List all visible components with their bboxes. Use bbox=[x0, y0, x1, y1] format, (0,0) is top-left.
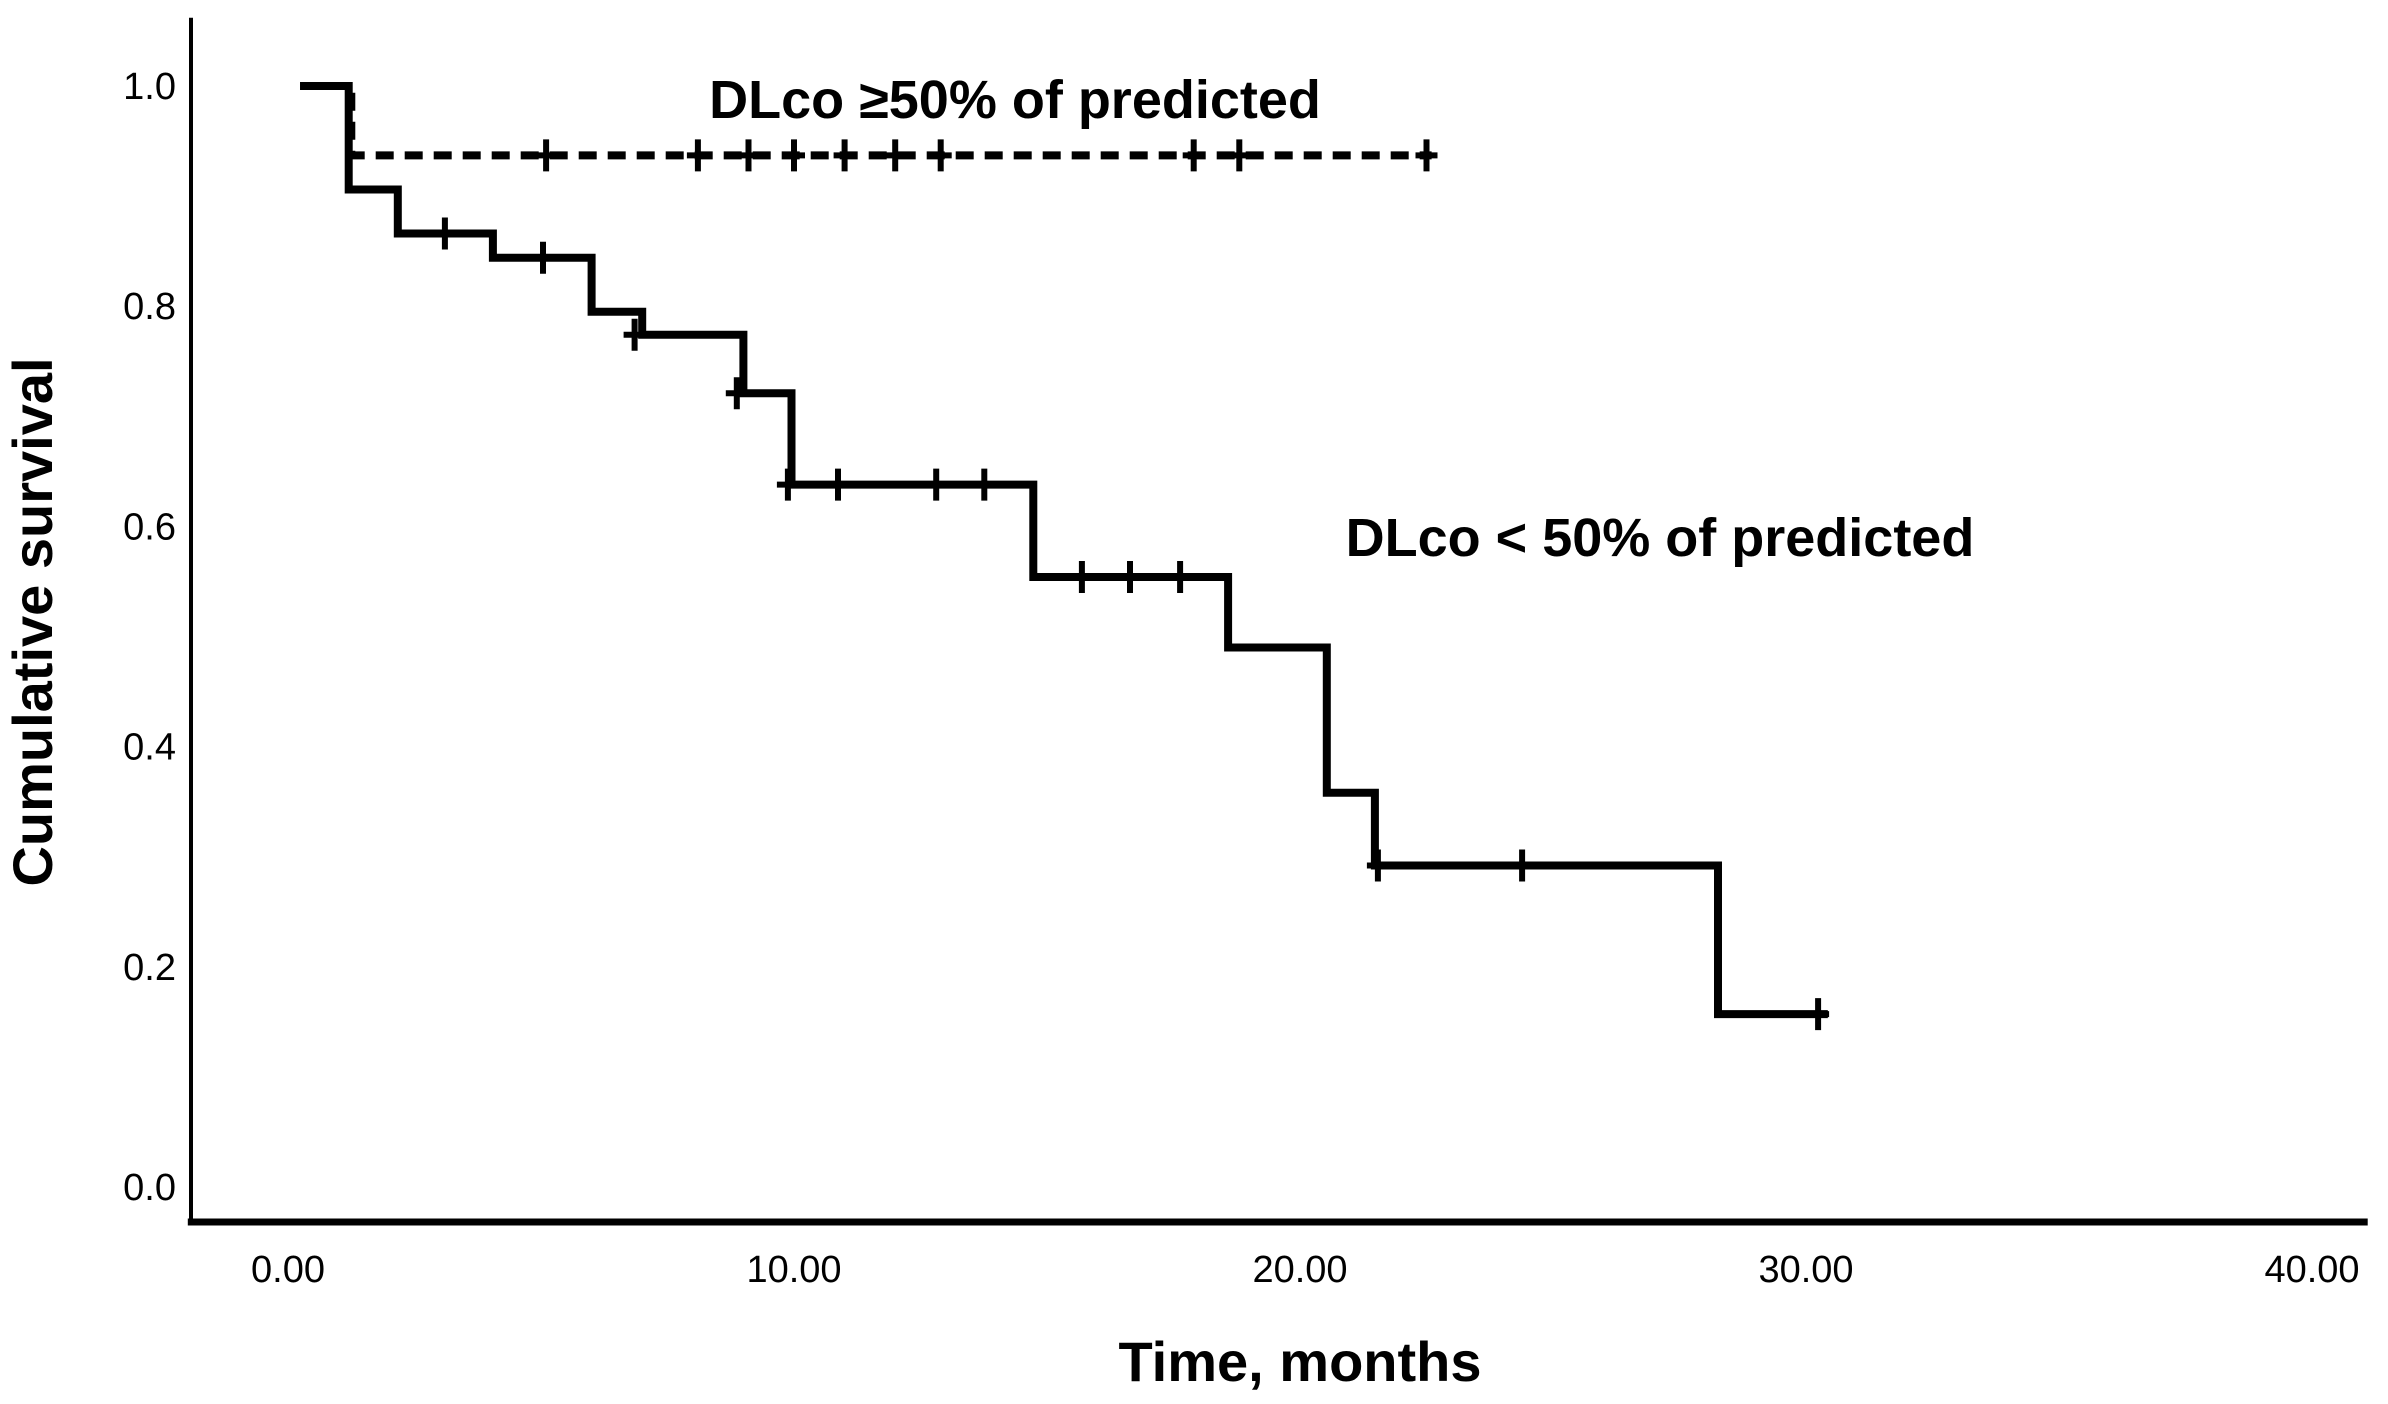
y-axis-title: Cumulative survival bbox=[1, 357, 64, 886]
x-tick-label: 40.00 bbox=[2264, 1249, 2359, 1291]
x-tick-label: 10.00 bbox=[746, 1249, 841, 1291]
censor-ticks-dlco-ge50 bbox=[535, 139, 1438, 172]
x-tick-label: 20.00 bbox=[1252, 1249, 1347, 1291]
x-tick-label: 0.00 bbox=[251, 1249, 325, 1291]
km-curve-dlco-lt50 bbox=[300, 82, 1828, 1019]
y-tick-label: 0.0 bbox=[123, 1167, 176, 1209]
plot-area: 0.00 10.00 20.00 30.00 40.00 0.0 0.2 0.4 0.6 0.8 1… bbox=[123, 17, 2368, 1291]
y-tick-label: 0.4 bbox=[123, 727, 176, 769]
series-label-dlco-lt50: DLco < 50% of predicted bbox=[1346, 508, 1975, 568]
series-label-dlco-ge50: DLco ≥50% of predicted bbox=[709, 70, 1321, 130]
y-tick-label: 0.6 bbox=[123, 506, 176, 548]
x-axis-title: Time, months bbox=[1118, 1330, 1481, 1393]
y-tick-label: 0.8 bbox=[123, 286, 176, 328]
censor-ticks-dlco-lt50 bbox=[433, 217, 1830, 1031]
x-tick-label: 30.00 bbox=[1758, 1249, 1853, 1291]
y-tick-label: 0.2 bbox=[123, 947, 176, 989]
y-tick-label: 1.0 bbox=[123, 66, 176, 108]
